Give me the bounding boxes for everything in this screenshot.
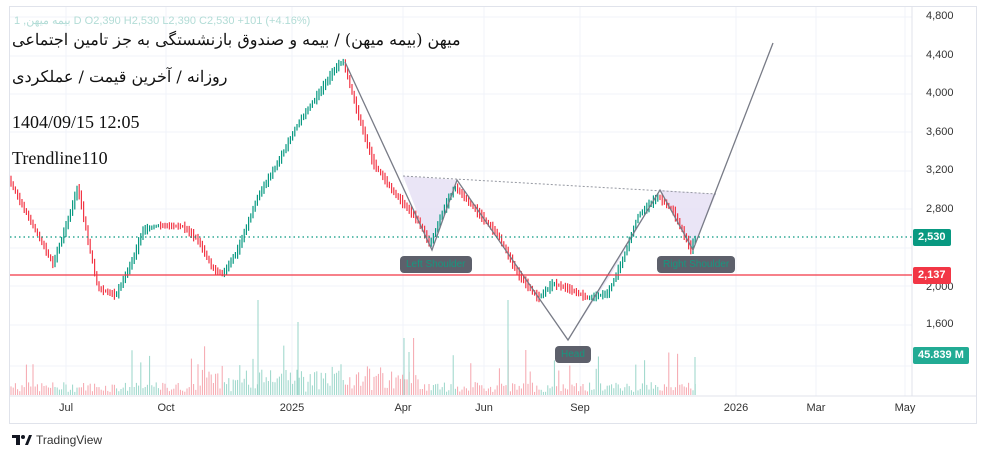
last-price-tag: 2,530 [913,229,951,246]
volume-bars [10,300,696,395]
left-shoulder-label: Left Shoulder [400,256,472,273]
x-tick: Oct [157,402,175,414]
price-bars [10,58,696,303]
support-price-tag: 2,137 [913,267,951,284]
chart-settings-text: روزانه / آخرین قیمت / عملکردی [12,67,228,86]
y-tick: 3,600 [926,126,954,138]
y-tick: 1,600 [926,318,954,330]
head-label: Head [555,346,591,363]
brand-name: TradingView [36,433,103,447]
grid [10,7,912,396]
x-tick: Apr [394,402,412,414]
x-tick: May [894,402,916,414]
pattern-fill [403,176,716,340]
pattern-line [344,42,774,342]
ohlc-legend: بیمه میهن, 1 D O2,390 H2,530 L2,390 C2,5… [14,15,311,27]
x-tick: Jul [58,402,74,414]
source-text: Trendline110 [12,148,108,168]
right-shoulder-label: Right Shoulder [657,256,736,273]
x-tick: Sep [570,402,590,414]
y-tick: 4,400 [926,49,954,61]
chart-frame[interactable] [9,6,977,424]
y-tick: 2,000 [926,281,954,293]
x-tick: Jun [475,402,493,414]
y-tick: 2,800 [926,203,954,215]
x-tick: Mar [806,402,826,414]
symbol-title: میهن (بیمه میهن) / بیمه و صندوق بازنشستگ… [12,30,461,49]
datetime-text: 1404/09/15 12:05 [12,112,140,132]
tradingview-brand[interactable]: TradingView [12,433,102,447]
y-tick: 3,200 [926,164,954,176]
y-tick: 4,800 [926,10,954,22]
volume-tag: 45.839 M [913,347,969,364]
x-tick: 2025 [279,402,305,414]
y-tick: 4,000 [926,87,954,99]
tradingview-logo-icon [12,435,32,445]
x-tick: 2026 [723,402,749,414]
